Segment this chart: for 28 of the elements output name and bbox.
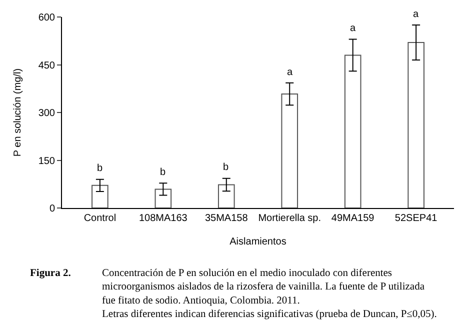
x-tick-label: Control bbox=[84, 213, 116, 224]
text: Figura 2. bbox=[30, 268, 72, 279]
annotation: a bbox=[413, 9, 419, 20]
annotation: a bbox=[350, 23, 356, 34]
bar bbox=[344, 54, 362, 208]
y-tick-label: 0 bbox=[49, 204, 56, 214]
y-tick-label: 300 bbox=[38, 108, 56, 119]
y-tick-label: 600 bbox=[38, 12, 56, 24]
annotation: b bbox=[223, 162, 229, 173]
y-tick-label: 450 bbox=[38, 60, 56, 72]
annotation: b bbox=[97, 163, 103, 174]
bar bbox=[408, 42, 424, 208]
text: Letras diferentes indican diferencias significativas (prueba de Duncan, P≤0,05). bbox=[102, 309, 437, 320]
bar bbox=[218, 184, 235, 208]
x-axis-title: Aislamientos bbox=[230, 236, 286, 248]
bar bbox=[154, 188, 172, 208]
x-tick-label: 35MA158 bbox=[204, 213, 248, 224]
y-axis-title: P en solución (mg/l) bbox=[12, 68, 24, 157]
x-tick-label: 108MA163 bbox=[138, 213, 188, 224]
annotation: a bbox=[287, 67, 293, 78]
x-tick-label: Mortierella sp. bbox=[258, 213, 322, 224]
x-tick-label: 52SEP41 bbox=[394, 213, 438, 224]
bar bbox=[92, 184, 108, 208]
bar bbox=[281, 94, 298, 208]
text: Concentración de P en solución en el medio inoculado con diferentes microorganismos aislados de la rizosfera de vainilla. La fuente de P utilizada fue fitato de sodio. Antioquia, Colombia. 2011. bbox=[102, 268, 425, 306]
annotation: b bbox=[160, 167, 166, 178]
x-tick-label: 49MA159 bbox=[331, 213, 375, 224]
y-tick-label: 150 bbox=[38, 156, 56, 167]
